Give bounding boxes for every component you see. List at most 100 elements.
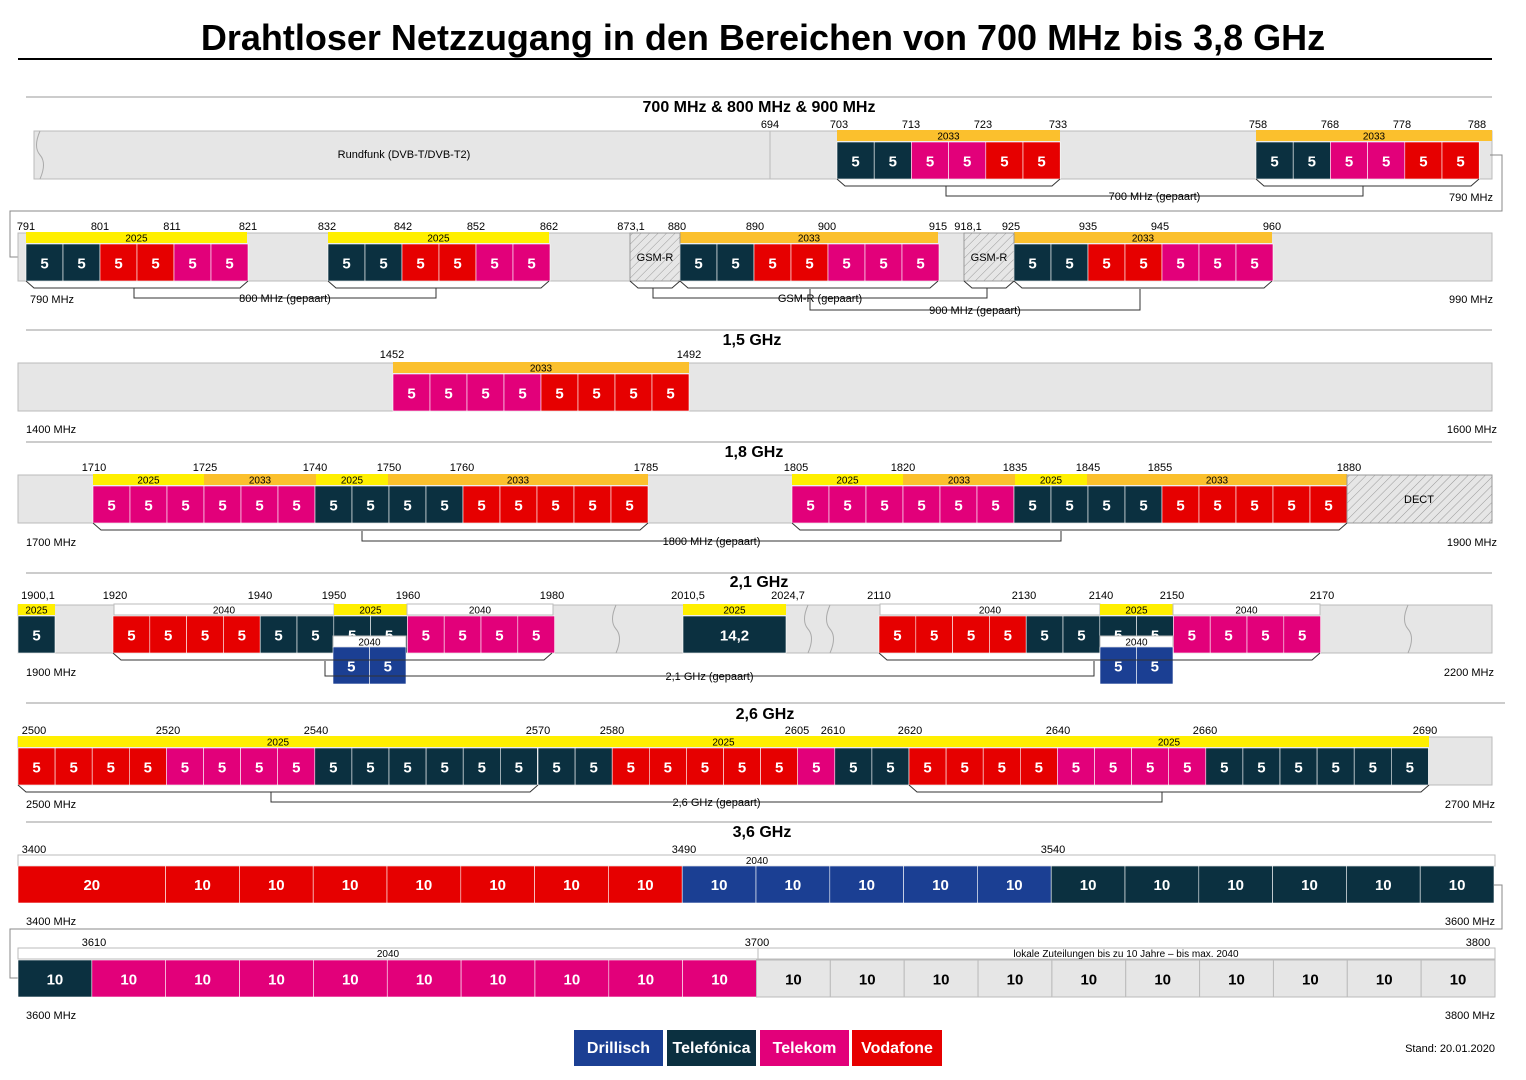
block-value: 10	[47, 972, 64, 989]
frequency-tick-label: 778	[1393, 119, 1411, 131]
license-year: 2025	[427, 234, 450, 245]
pairing-label: 2,1 GHz (gepaart)	[665, 671, 753, 683]
license-year: 2033	[1132, 234, 1155, 245]
frequency-block-telefonica	[17, 959, 93, 998]
frequency-block-vodafone	[460, 865, 535, 904]
pairing-line	[133, 288, 437, 299]
block-value: 5	[805, 256, 813, 273]
frequency-tick-label: 801	[91, 221, 109, 233]
row-end-label: 990 MHz	[1449, 294, 1493, 306]
block-value: 5	[32, 628, 40, 645]
block-value: 5	[1109, 760, 1117, 777]
broadcast-label: Rundfunk (DVB-T/DVB-T2)	[338, 149, 471, 161]
frequency-block-vodafone	[753, 243, 792, 282]
frequency-block-local	[1346, 959, 1422, 998]
frequency-block-vodafone	[165, 865, 240, 904]
block-value: 5	[879, 256, 887, 273]
frequency-block-telekom	[1367, 141, 1406, 180]
block-value: 5	[967, 628, 975, 645]
frequency-block-telefonica	[62, 243, 101, 282]
frequency-block-telekom	[392, 373, 431, 412]
frequency-block-telekom	[173, 243, 212, 282]
block-value: 5	[477, 498, 485, 515]
frequency-tick-label: 852	[467, 221, 485, 233]
frequency-block-telekom	[512, 243, 551, 282]
row-continuation-line	[9, 884, 1503, 979]
license-year: 2040	[1235, 606, 1258, 617]
frequency-block-vodafone	[91, 747, 130, 786]
block-value: 5	[963, 154, 971, 171]
section-heading: 3,6 GHz	[733, 824, 792, 841]
block-value: 10	[490, 972, 507, 989]
frequency-block-telekom	[1161, 243, 1200, 282]
row-end-label: 1600 MHz	[1447, 424, 1497, 436]
block-value: 5	[1188, 628, 1196, 645]
frequency-block-telefonica	[1013, 485, 1052, 524]
frequency-tick-label: 788	[1468, 119, 1486, 131]
frequency-block-telekom	[901, 243, 940, 282]
license-bar	[1087, 474, 1347, 485]
frequency-tick-label: 2660	[1193, 725, 1217, 737]
row-start-label: 1700 MHz	[26, 537, 76, 549]
license-year: 2033	[507, 476, 530, 487]
license-bar	[1015, 474, 1087, 485]
frequency-tick-label: 2130	[1012, 590, 1036, 602]
frequency-block-vodafone	[534, 865, 609, 904]
frequency-tick-label: 832	[318, 221, 336, 233]
block-value: 5	[311, 628, 319, 645]
block-value: 10	[268, 877, 285, 894]
frequency-block-telefonica	[296, 615, 335, 654]
block-value: 5	[384, 659, 392, 676]
frequency-tick-label: 1710	[82, 462, 106, 474]
frequency-tick-label: 821	[239, 221, 257, 233]
block-value: 5	[403, 760, 411, 777]
block-value: 5	[701, 760, 709, 777]
frequency-block-vodafone	[760, 747, 798, 786]
block-value: 5	[255, 760, 263, 777]
license-year: 2040	[746, 856, 769, 867]
frequency-block-telekom	[203, 485, 242, 524]
block-value: 5	[481, 386, 489, 403]
block-value: 5	[731, 256, 739, 273]
license-year: 2025	[267, 738, 290, 749]
frequency-block-vodafone	[989, 615, 1027, 654]
license-year: 2033	[798, 234, 821, 245]
block-value: 10	[1450, 972, 1467, 989]
frequency-block-vodafone	[536, 485, 575, 524]
block-value: 5	[588, 498, 596, 515]
frequency-tick-label: 1452	[380, 349, 404, 361]
frequency-block-telefonica	[1346, 865, 1421, 904]
pairing-line	[809, 289, 1141, 311]
section-heading: 2,6 GHz	[736, 706, 795, 723]
block-value: 5	[144, 498, 152, 515]
block-value: 5	[1345, 154, 1353, 171]
frequency-block-telekom	[203, 747, 241, 786]
block-value: 5	[629, 386, 637, 403]
band-break	[36, 130, 44, 180]
block-value: 10	[194, 877, 211, 894]
frequency-tick-label: 1725	[193, 462, 217, 474]
frequency-tick-label: 842	[394, 221, 412, 233]
frequency-block-drillisch	[829, 865, 904, 904]
license-year: 2025	[836, 476, 859, 487]
block-value: 5	[1040, 628, 1048, 645]
frequency-block-drillisch	[903, 865, 978, 904]
frequency-block-telekom	[1283, 615, 1321, 654]
license-bar	[1256, 130, 1492, 141]
frequency-block-telekom	[443, 615, 482, 654]
license-year: 2033	[948, 476, 971, 487]
block-value: 5	[1294, 760, 1302, 777]
license-bar	[1172, 603, 1321, 616]
frequency-block-vodafone	[723, 747, 761, 786]
band-break	[612, 604, 620, 654]
frequency-block-vodafone	[438, 243, 477, 282]
frequency-tick-label: 1940	[248, 590, 272, 602]
frequency-tick-label: 703	[830, 119, 848, 131]
frequency-block-telekom	[210, 243, 249, 282]
legend-swatch-telefonica	[667, 1030, 756, 1066]
block-value: 10	[711, 877, 728, 894]
block-value: 5	[1000, 154, 1008, 171]
block-value: 10	[859, 972, 876, 989]
block-value: 5	[1028, 256, 1036, 273]
